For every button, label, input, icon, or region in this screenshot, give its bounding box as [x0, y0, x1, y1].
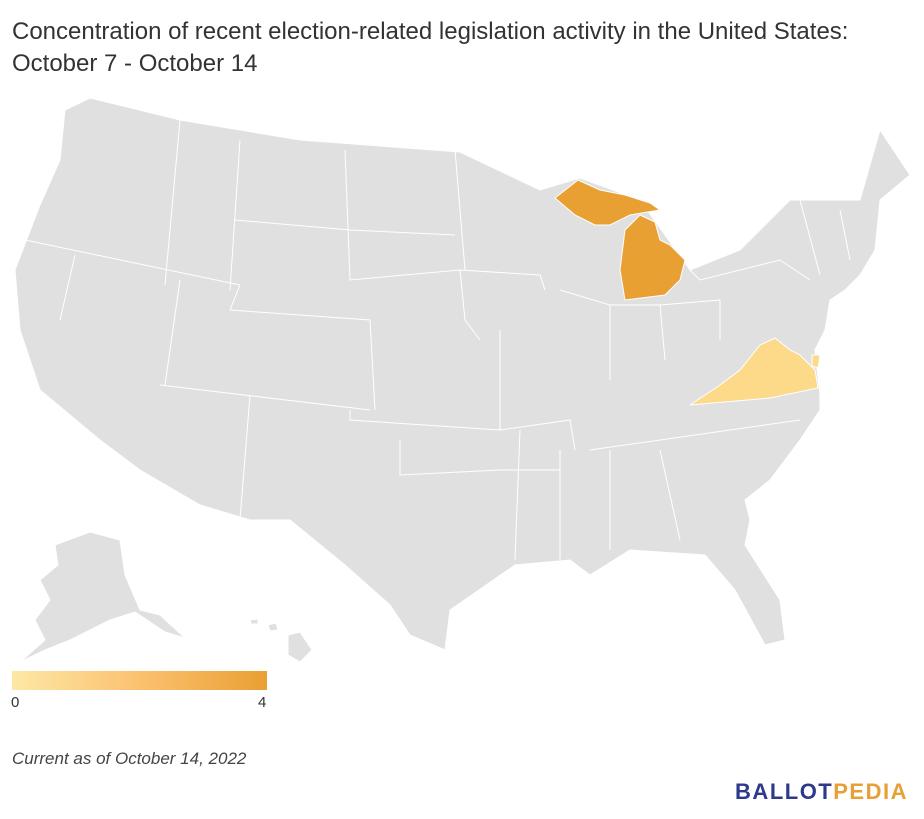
state-delaware-area [811, 354, 821, 369]
legend-max-label: 4 [258, 694, 267, 711]
chart-title: Concentration of recent election-related… [12, 18, 849, 77]
state-virginia [689, 337, 819, 406]
state-michigan [554, 179, 686, 301]
logo-part-2: PEDIA [833, 779, 908, 804]
contiguous-us [14, 97, 911, 651]
alaska [19, 531, 186, 663]
legend-min-label: 0 [11, 694, 20, 711]
logo-part-1: BALLOT [735, 779, 834, 804]
us-map [14, 97, 911, 663]
timestamp-note: Current as of October 14, 2022 [12, 749, 247, 768]
legend-color-bar [12, 671, 267, 690]
hawaii [249, 618, 313, 663]
ballotpedia-logo: BALLOTPEDIA [735, 779, 908, 805]
